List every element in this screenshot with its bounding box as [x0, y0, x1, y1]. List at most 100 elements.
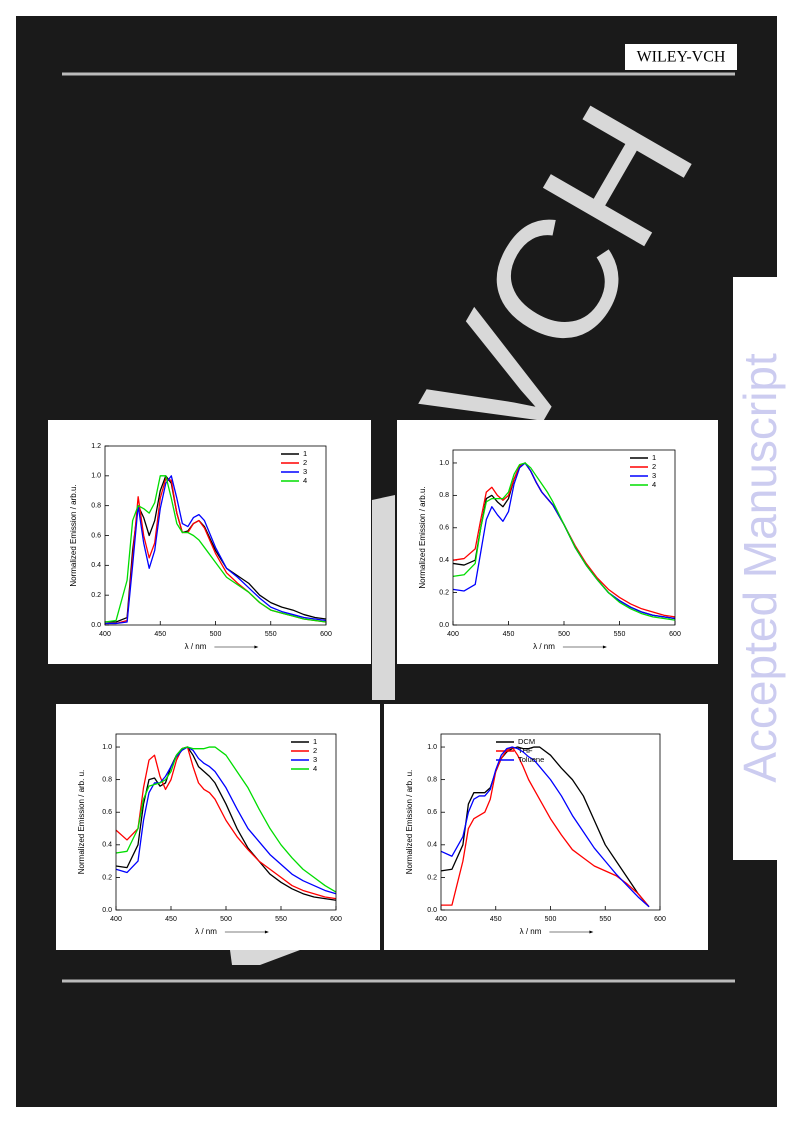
side-watermark: Accepted Manuscript — [734, 353, 786, 783]
x-tick-label: 400 — [447, 631, 459, 638]
series-line — [452, 462, 676, 620]
x-tick-label: 450 — [490, 916, 502, 923]
plot-frame — [440, 733, 661, 911]
x-tick-label: 600 — [654, 916, 666, 923]
x-axis-arrowhead — [264, 930, 269, 934]
legend-label: 2 — [313, 746, 317, 755]
legend-label: 3 — [303, 467, 307, 476]
y-tick-label: 0.4 — [427, 842, 437, 849]
y-tick-label: 1.2 — [91, 443, 101, 450]
chart-panel — [384, 704, 708, 950]
y-tick-label: 0.2 — [102, 874, 112, 881]
x-tick-label: 550 — [599, 916, 611, 923]
y-tick-label: 1.0 — [427, 744, 437, 751]
legend-label: 1 — [652, 453, 656, 462]
series-line — [105, 475, 327, 625]
series-line — [115, 746, 337, 895]
x-tick-label: 600 — [330, 916, 342, 923]
x-tick-label: 550 — [614, 631, 626, 638]
series-line — [440, 746, 650, 908]
legend-label: 2 — [652, 462, 656, 471]
y-tick-label: 0.0 — [427, 907, 437, 914]
y-tick-label: 0.8 — [439, 492, 449, 499]
y-tick-label: 0.6 — [439, 525, 449, 532]
y-tick-label: 0.8 — [102, 776, 112, 783]
x-tick-label: 600 — [669, 631, 681, 638]
legend-label: 3 — [652, 471, 656, 480]
x-axis-label: λ / nm — [520, 927, 542, 936]
x-tick-label: 550 — [275, 916, 287, 923]
publisher-logo: WILEY-VCH — [637, 49, 726, 66]
x-tick-label: 500 — [558, 631, 570, 638]
y-tick-label: 1.0 — [102, 744, 112, 751]
x-tick-label: 450 — [165, 916, 177, 923]
x-tick-label: 400 — [110, 916, 122, 923]
y-tick-label: 0.4 — [91, 562, 101, 569]
y-tick-label: 0.4 — [439, 557, 449, 564]
x-axis-label: λ / nm — [195, 927, 217, 936]
series-line — [115, 746, 337, 901]
y-axis-label: Normalized Emission / arb. u. — [77, 770, 86, 874]
chart-panel — [397, 420, 718, 664]
legend-label: 4 — [303, 476, 307, 485]
series-line — [452, 462, 676, 621]
y-tick-label: 0.0 — [439, 622, 449, 629]
watermark-fragment — [230, 950, 300, 965]
legend-label: 4 — [652, 480, 656, 489]
chart-panel — [48, 420, 371, 664]
legend-label: Toluene — [518, 755, 544, 764]
y-axis-label: Normalized Emission / arb.u. — [69, 484, 78, 586]
y-tick-label: 0.6 — [91, 532, 101, 539]
chart-panel — [56, 704, 380, 950]
x-axis-label: λ / nm — [533, 642, 555, 651]
y-tick-label: 0.8 — [427, 776, 437, 783]
y-tick-label: 0.8 — [91, 503, 101, 510]
legend-label: 1 — [313, 737, 317, 746]
x-tick-label: 400 — [435, 916, 447, 923]
legend-label: DCM — [518, 737, 535, 746]
y-axis-label: Normalized Emission / arb.u. — [418, 486, 427, 588]
series-line — [115, 746, 337, 893]
x-tick-label: 400 — [99, 631, 111, 638]
legend-label: 1 — [303, 449, 307, 458]
x-axis-arrowhead — [602, 645, 607, 649]
publisher-box — [625, 44, 737, 70]
series-line — [104, 475, 327, 623]
legend-label: 3 — [313, 755, 317, 764]
legend-label: THF — [518, 746, 533, 755]
x-axis-arrowhead — [254, 645, 259, 649]
x-axis-arrowhead — [589, 930, 594, 934]
y-tick-label: 0.6 — [427, 809, 437, 816]
series-line — [440, 746, 650, 908]
legend-label: 2 — [303, 458, 307, 467]
y-tick-label: 0.0 — [102, 907, 112, 914]
x-tick-label: 500 — [220, 916, 232, 923]
y-tick-label: 1.0 — [439, 460, 449, 467]
watermark-fragment — [372, 495, 395, 700]
y-tick-label: 0.2 — [91, 592, 101, 599]
x-axis-label: λ / nm — [185, 642, 207, 651]
x-tick-label: 500 — [210, 631, 222, 638]
y-tick-label: 0.0 — [91, 622, 101, 629]
y-tick-label: 0.2 — [427, 874, 437, 881]
x-tick-label: 600 — [320, 631, 332, 638]
x-tick-label: 450 — [154, 631, 166, 638]
series-line — [441, 746, 650, 908]
y-tick-label: 1.0 — [91, 473, 101, 480]
legend-label: 4 — [313, 764, 317, 773]
x-tick-label: 500 — [545, 916, 557, 923]
plot-frame — [452, 449, 676, 626]
y-tick-label: 0.6 — [102, 809, 112, 816]
y-axis-label: Normalized Emission / arb. u. — [405, 770, 414, 874]
plot-frame — [115, 733, 337, 911]
plot-frame — [104, 445, 327, 626]
y-tick-label: 0.2 — [439, 589, 449, 596]
series-line — [115, 746, 337, 900]
x-tick-label: 450 — [503, 631, 515, 638]
side-watermark-box — [733, 277, 793, 860]
y-tick-label: 0.4 — [102, 842, 112, 849]
x-tick-label: 550 — [265, 631, 277, 638]
